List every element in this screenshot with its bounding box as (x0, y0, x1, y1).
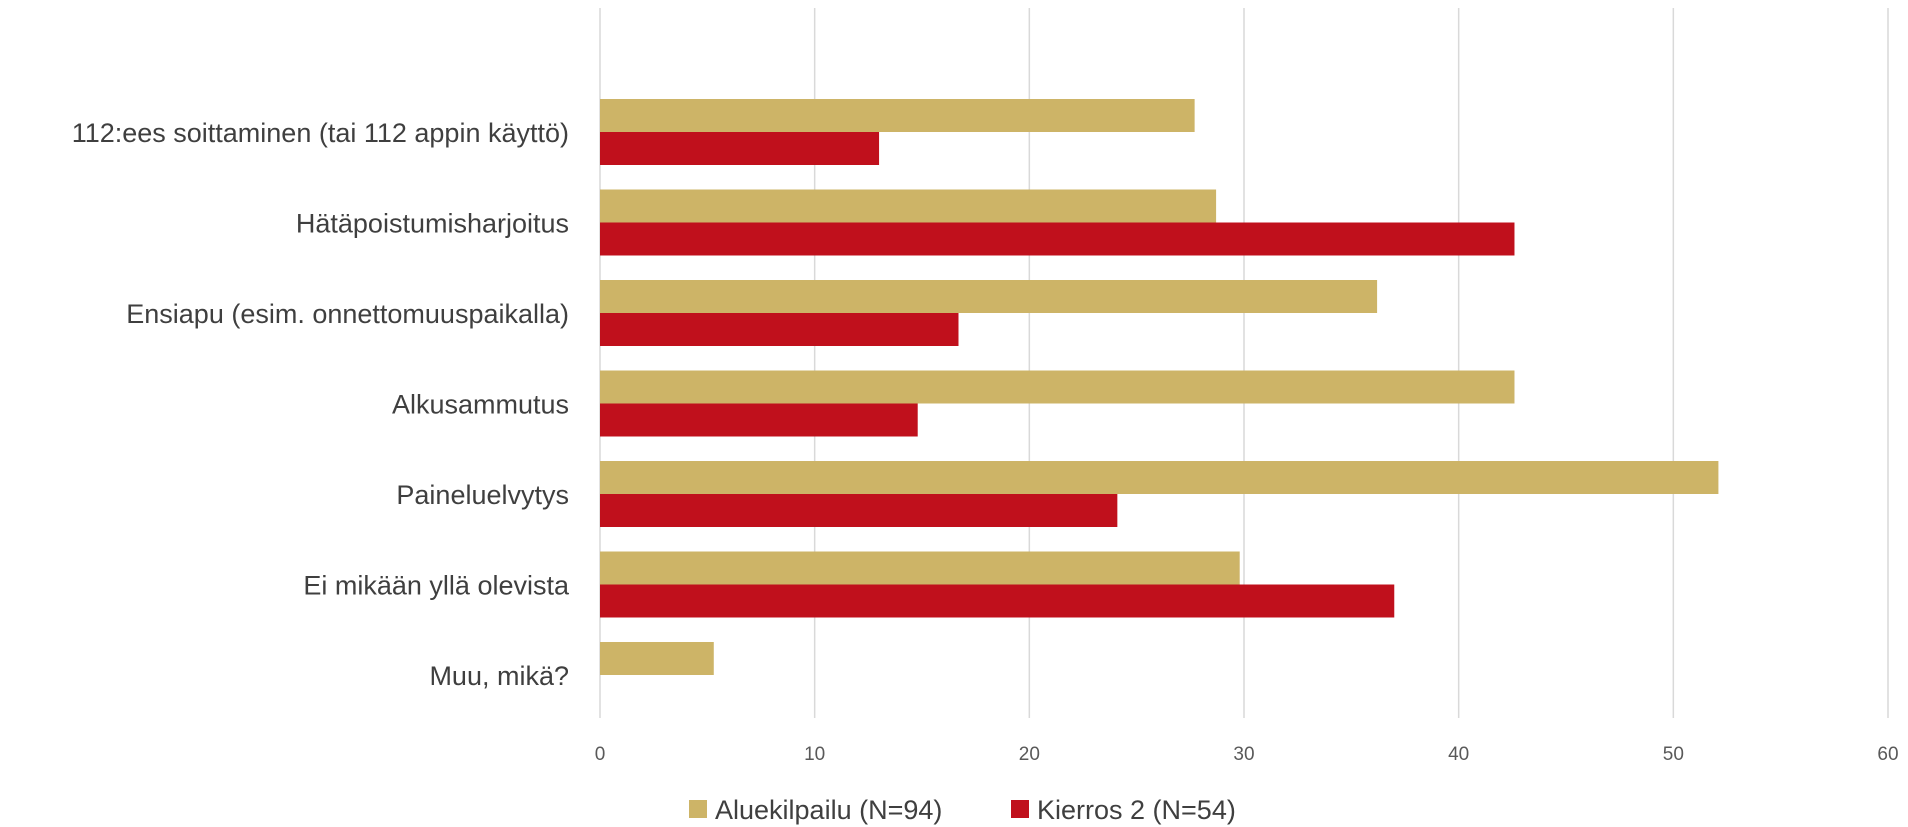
bar-kierros-2 (600, 494, 1118, 527)
bar-aluekilpailu (600, 189, 1217, 223)
bar-aluekilpailu (600, 370, 1515, 404)
x-tick-label: 0 (595, 744, 606, 765)
x-tick-label: 30 (1233, 744, 1254, 765)
legend: Aluekilpailu (N=94) Kierros 2 (N=54) (689, 795, 1236, 825)
category-label: Paineluelvytys (396, 480, 569, 510)
category-label: Ei mikään yllä olevista (303, 571, 570, 601)
bar-kierros-2 (600, 132, 880, 165)
bar-aluekilpailu (600, 461, 1719, 494)
category-labels: 112:ees soittaminen (tai 112 appin käytt… (72, 118, 570, 691)
category-label: Ensiapu (esim. onnettomuuspaikalla) (126, 299, 569, 329)
bars (600, 99, 1719, 675)
legend-label: Aluekilpailu (N=94) (715, 795, 942, 825)
bar-kierros-2 (600, 313, 959, 346)
x-axis-tick-labels: 0 10 20 30 40 50 60 (595, 744, 1899, 765)
x-tick-label: 20 (1019, 744, 1040, 765)
legend-swatch (1011, 800, 1029, 818)
bar-aluekilpailu (600, 99, 1195, 132)
legend-label: Kierros 2 (N=54) (1037, 795, 1236, 825)
bar-aluekilpailu (600, 551, 1240, 585)
legend-swatch (689, 800, 707, 818)
x-tick-label: 50 (1663, 744, 1684, 765)
category-label: Hätäpoistumisharjoitus (296, 209, 569, 239)
bar-kierros-2 (600, 403, 918, 437)
category-label: Alkusammutus (392, 390, 569, 420)
bar-aluekilpailu (600, 642, 714, 675)
x-tick-label: 10 (804, 744, 825, 765)
bar-aluekilpailu (600, 280, 1378, 313)
bar-kierros-2 (600, 222, 1515, 256)
bar-kierros-2 (600, 584, 1395, 618)
x-tick-label: 60 (1877, 744, 1898, 765)
category-label: Muu, mikä? (429, 661, 569, 691)
category-label: 112:ees soittaminen (tai 112 appin käytt… (72, 118, 569, 148)
x-tick-label: 40 (1448, 744, 1469, 765)
